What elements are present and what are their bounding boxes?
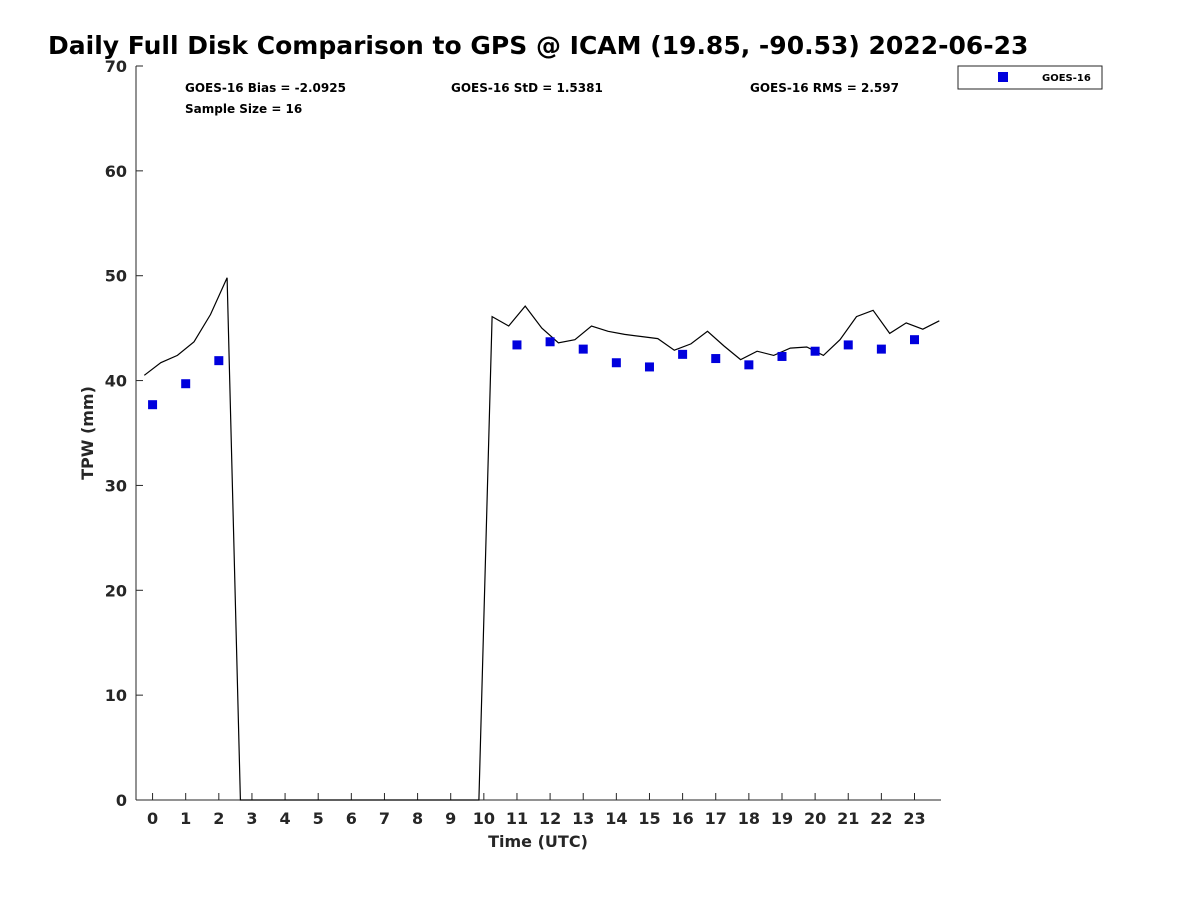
goes16-data-point: [545, 337, 555, 347]
x-tick-label: 8: [412, 809, 423, 828]
y-ticks: 0 10 20 30 40 50 60 70: [105, 57, 143, 810]
x-tick-label: 2: [213, 809, 224, 828]
goes16-data-point: [777, 351, 787, 361]
x-tick-label: 4: [280, 809, 291, 828]
goes16-data-point: [512, 340, 522, 350]
legend-box: [957, 65, 1103, 90]
x-axis-label: Time (UTC): [488, 832, 588, 851]
chart-title: Daily Full Disk Comparison to GPS @ ICAM…: [48, 31, 1028, 60]
stat-sample-size: Sample Size = 16: [185, 102, 302, 116]
goes16-data-point: [744, 360, 754, 370]
goes16-data-point: [611, 358, 621, 368]
x-tick-label: 3: [246, 809, 257, 828]
stat-bias: GOES-16 Bias = -2.0925: [185, 81, 346, 95]
goes16-data-point: [181, 379, 191, 389]
y-tick-label: 0: [116, 791, 127, 810]
x-tick-label: 17: [705, 809, 727, 828]
gps-line: [143, 277, 940, 801]
y-tick-label: 20: [105, 581, 127, 600]
x-tick-label: 0: [147, 809, 158, 828]
series-line: [143, 277, 940, 801]
series-points: [148, 335, 919, 410]
goes16-data-point: [711, 354, 721, 364]
x-tick-label: 9: [445, 809, 456, 828]
goes16-data-point: [909, 335, 919, 345]
stat-std: GOES-16 StD = 1.5381: [451, 81, 603, 95]
goes16-data-point: [214, 356, 224, 366]
x-tick-label: 22: [870, 809, 892, 828]
x-tick-label: 13: [572, 809, 594, 828]
x-tick-label: 12: [539, 809, 561, 828]
y-tick-label: 30: [105, 476, 127, 495]
legend-marker-square: [998, 72, 1008, 82]
y-tick-label: 40: [105, 372, 127, 391]
x-tick-label: 14: [605, 809, 627, 828]
goes16-data-point: [578, 344, 588, 354]
x-tick-label: 21: [837, 809, 859, 828]
goes16-data-point: [810, 346, 820, 356]
legend: GOES-16: [957, 65, 1103, 90]
x-tick-label: 10: [473, 809, 495, 828]
x-tick-label: 1: [180, 809, 191, 828]
x-tick-label: 15: [638, 809, 660, 828]
x-tick-label: 5: [313, 809, 324, 828]
y-tick-label: 50: [105, 267, 127, 286]
goes16-data-point: [678, 349, 688, 359]
y-tick-label: 70: [105, 57, 127, 76]
goes16-data-point: [148, 400, 158, 410]
goes16-data-point: [644, 362, 654, 372]
y-tick-label: 10: [105, 686, 127, 705]
stat-rms: GOES-16 RMS = 2.597: [750, 81, 899, 95]
x-tick-label: 18: [738, 809, 760, 828]
goes16-data-point: [843, 340, 853, 350]
legend-label-goes16: GOES-16: [1042, 73, 1091, 84]
x-tick-label: 11: [506, 809, 528, 828]
x-tick-label: 7: [379, 809, 390, 828]
goes16-data-point: [876, 344, 886, 354]
x-tick-label: 23: [903, 809, 925, 828]
y-tick-label: 60: [105, 162, 127, 181]
plot-area: [135, 66, 941, 801]
x-tick-label: 6: [346, 809, 357, 828]
x-tick-label: 19: [771, 809, 793, 828]
x-tick-label: 16: [671, 809, 693, 828]
x-tick-label: 20: [804, 809, 826, 828]
y-axis-label: TPW (mm): [78, 386, 97, 480]
x-ticks: 0 1 2 3 4 5 6 7 8 9 10 11 12 13 14 15 16 17 18 19 20 21 22 23: [147, 793, 926, 828]
